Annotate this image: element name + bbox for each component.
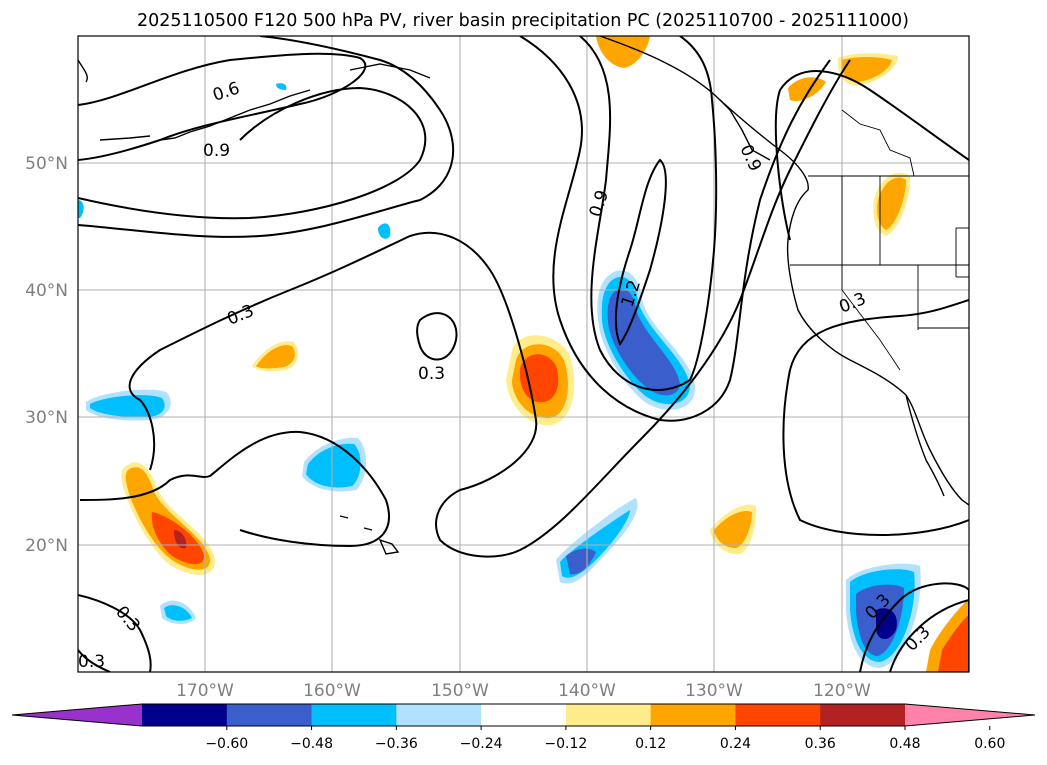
colorbar-tick-label: −0.36 <box>375 736 418 752</box>
colorbar-tick-label: 0.60 <box>974 736 1005 752</box>
colorbar-tick-label: −0.24 <box>460 736 503 752</box>
colorbar-tick-label: 0.12 <box>635 736 666 752</box>
latitude-labels: 50°N 40°N 30°N 20°N <box>25 154 68 556</box>
colorbar: −0.60 −0.48 −0.36 −0.24 −0.12 0.12 0.24 0.36 0.4… <box>11 703 1036 752</box>
colorbar-tick-label: −0.12 <box>544 736 587 752</box>
lon-label: 140°W <box>558 681 616 701</box>
contour-label: 0.3 <box>78 652 105 672</box>
lon-label: 150°W <box>431 681 489 701</box>
colorbar-segment <box>481 704 567 726</box>
small-north-anomaly <box>788 77 826 102</box>
southeast-negative-anomaly <box>556 498 638 584</box>
colorbar-segment <box>565 704 652 726</box>
lat-label: 40°N <box>25 281 68 301</box>
colorbar-segment <box>650 704 736 726</box>
lon-label: 170°W <box>176 681 234 701</box>
colorbar-tick-label: −0.60 <box>205 736 248 752</box>
colorbar-segment <box>311 704 397 726</box>
political-borders <box>790 109 969 371</box>
colorbar-outline <box>11 703 1036 727</box>
colorbar-tick-label: 0.24 <box>720 736 751 752</box>
lon-label: 130°W <box>685 681 743 701</box>
colorbar-segment <box>820 704 906 726</box>
map-title: 2025110500 F120 500 hPa PV, river basin … <box>137 11 909 31</box>
west-negative-anomaly <box>86 389 171 421</box>
colorbar-max-arrow <box>905 704 1035 726</box>
map-panel: 0.6 0.9 0.3 0.3 0.9 1.2 0.3 0.3 0.3 0.3 … <box>78 36 969 672</box>
tiny-negative-anomaly-2 <box>378 223 391 239</box>
colorbar-segment <box>142 704 228 726</box>
graticule <box>78 36 969 672</box>
colorbar-tick-label: −0.48 <box>290 736 333 752</box>
colorbar-tick-label: 0.36 <box>805 736 836 752</box>
lon-label: 120°W <box>813 681 871 701</box>
colorbar-segment <box>226 704 313 726</box>
negative-anomaly-center <box>597 270 696 410</box>
contour-label: 0.3 <box>418 364 445 384</box>
southeast-corner-negative-anomaly <box>846 563 921 668</box>
lat-label: 30°N <box>25 408 68 428</box>
pv-contours <box>78 36 969 672</box>
colorbar-segment <box>735 704 821 726</box>
lon-label: 160°W <box>303 681 361 701</box>
lat-label: 50°N <box>25 154 68 174</box>
map-frame <box>77 35 970 673</box>
longitude-labels: 170°W 160°W 150°W 140°W 130°W 120°W <box>176 681 871 701</box>
colorbar-min-arrow <box>12 704 142 726</box>
colorbar-segment <box>396 704 482 726</box>
lat-label: 20°N <box>25 536 68 556</box>
contour-label: 0.9 <box>203 141 230 161</box>
precip-shading <box>78 36 969 672</box>
north-positive-anomaly <box>596 36 650 68</box>
central-negative-anomaly <box>302 437 367 492</box>
colorbar-tick-label: 0.48 <box>889 736 920 752</box>
